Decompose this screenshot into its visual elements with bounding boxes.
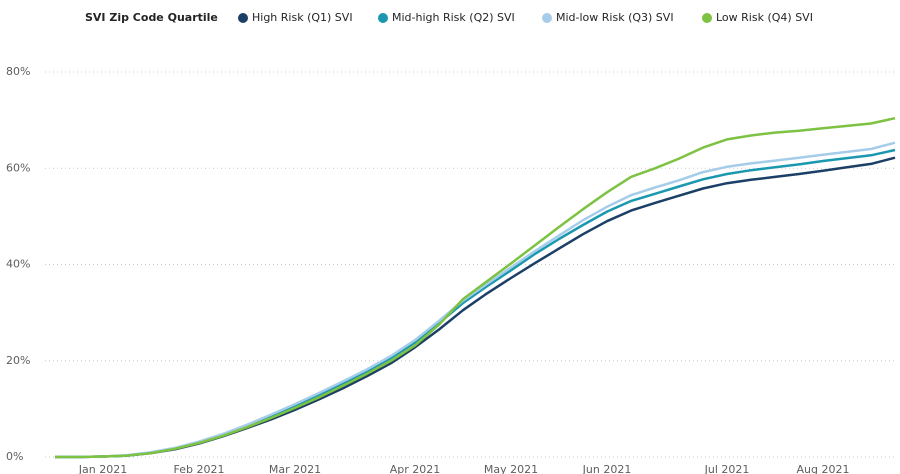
x-tick-label: Jun 2021 <box>582 463 632 474</box>
legend-marker <box>378 13 388 23</box>
series-line <box>55 148 896 459</box>
x-tick-label: Apr 2021 <box>390 463 441 474</box>
y-tick-label: 0% <box>6 450 23 463</box>
x-tick-label: Jan 2021 <box>78 463 127 474</box>
legend-marker <box>542 13 552 23</box>
x-tick-label: Jul 2021 <box>704 463 750 474</box>
x-tick-label: May 2021 <box>484 463 538 474</box>
y-tick-label: 20% <box>6 354 30 367</box>
legend-marker <box>702 13 712 23</box>
legend-title: SVI Zip Code Quartile <box>85 11 218 24</box>
series-line <box>55 116 896 459</box>
x-tick-label: Feb 2021 <box>174 463 225 474</box>
y-tick-label: 60% <box>6 161 30 174</box>
y-tick-label: 80% <box>6 65 30 78</box>
legend-label: Mid-low Risk (Q3) SVI <box>556 11 674 24</box>
y-tick-label: 40% <box>6 258 30 271</box>
legend-marker <box>238 13 248 23</box>
legend-label: Low Risk (Q4) SVI <box>716 11 813 24</box>
x-tick-label: Aug 2021 <box>797 463 850 474</box>
legend-label: Mid-high Risk (Q2) SVI <box>392 11 515 24</box>
series-line <box>55 141 896 459</box>
x-tick-label: Mar 2021 <box>269 463 321 474</box>
legend-label: High Risk (Q1) SVI <box>252 11 353 24</box>
series-line <box>55 156 896 459</box>
